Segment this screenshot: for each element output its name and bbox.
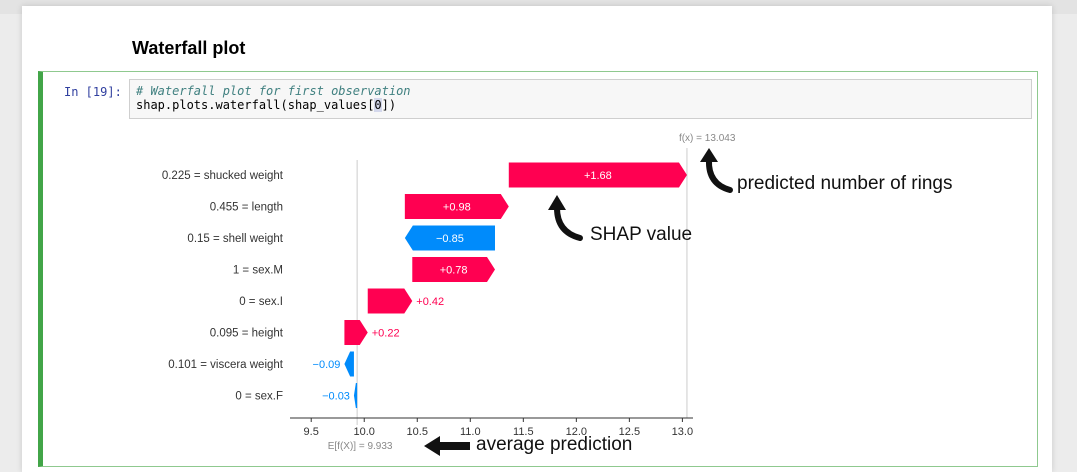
x-tick-label-2: 10.0 — [354, 426, 375, 438]
arrow-predicted-head — [700, 148, 718, 162]
bar-value-4: +0.78 — [440, 265, 468, 277]
annotation-predicted: predicted number of rings — [737, 173, 953, 194]
feature-label-5: 0 = sex.I — [239, 296, 283, 308]
feature-label-7: 0.101 = viscera weight — [168, 359, 284, 371]
bar-6 — [344, 320, 368, 345]
code-cell[interactable] — [38, 71, 1038, 467]
code-close: ]) — [381, 98, 397, 112]
x-tick-label-3: 10.5 — [407, 426, 428, 438]
x-tick-label-5: 11.5 — [513, 426, 534, 438]
arrow-shap-shaft — [554, 205, 583, 241]
cell-prompt: In [19]: — [64, 85, 122, 99]
code-line: shap.plots.waterfall(shap_values[0]) — [136, 98, 1025, 112]
arrow-average-head — [424, 436, 440, 456]
section-heading: Waterfall plot — [132, 38, 246, 58]
x-tick-label-6: 12.0 — [566, 426, 587, 438]
code-comment: # Waterfall plot for first observation — [136, 84, 411, 98]
bar-value-1: +1.68 — [584, 170, 612, 182]
x-tick-label-7: 12.5 — [619, 426, 640, 438]
bar-5 — [367, 288, 413, 314]
bar-8 — [353, 383, 358, 408]
bar-7 — [344, 351, 354, 377]
feature-label-1: 0.225 = shucked weight — [162, 170, 284, 182]
bar-1 — [508, 162, 687, 188]
arrow-shap-head — [548, 195, 566, 210]
bar-value-7: −0.09 — [313, 359, 341, 371]
bar-value-3: −0.85 — [436, 233, 464, 245]
feature-label-4: 1 = sex.M — [233, 265, 283, 277]
feature-label-8: 0 = sex.F — [235, 391, 283, 403]
feature-label-3: 0.15 = shell weight — [187, 233, 283, 245]
bar-value-2: +0.98 — [443, 202, 471, 214]
bar-2 — [404, 194, 509, 219]
fx-label: f(x) = 13.043 — [679, 133, 736, 144]
feature-label-6: 0.095 = height — [210, 328, 284, 340]
bar-value-5: +0.42 — [416, 296, 444, 308]
x-tick-label-8: 13.0 — [672, 426, 693, 438]
efx-label: E[f(X)] = 9.933 — [328, 441, 393, 452]
x-tick-label-4: 11.0 — [460, 426, 481, 438]
bar-3 — [404, 225, 495, 251]
bar-value-8: −0.03 — [322, 391, 350, 403]
bar-value-6: +0.22 — [372, 328, 400, 340]
feature-label-2: 0.455 = length — [210, 202, 283, 214]
bar-4 — [412, 257, 495, 282]
code-editor[interactable]: # Waterfall plot for first observation s… — [129, 79, 1032, 119]
code-index: 0 — [374, 98, 382, 112]
x-tick-label-1: 9.5 — [304, 426, 319, 438]
annotation-shap-value: SHAP value — [590, 224, 693, 245]
code-call: shap.plots.waterfall(shap_values[ — [136, 98, 375, 112]
arrow-predicted-shaft — [705, 157, 733, 193]
annotation-average: average prediction — [476, 434, 633, 455]
